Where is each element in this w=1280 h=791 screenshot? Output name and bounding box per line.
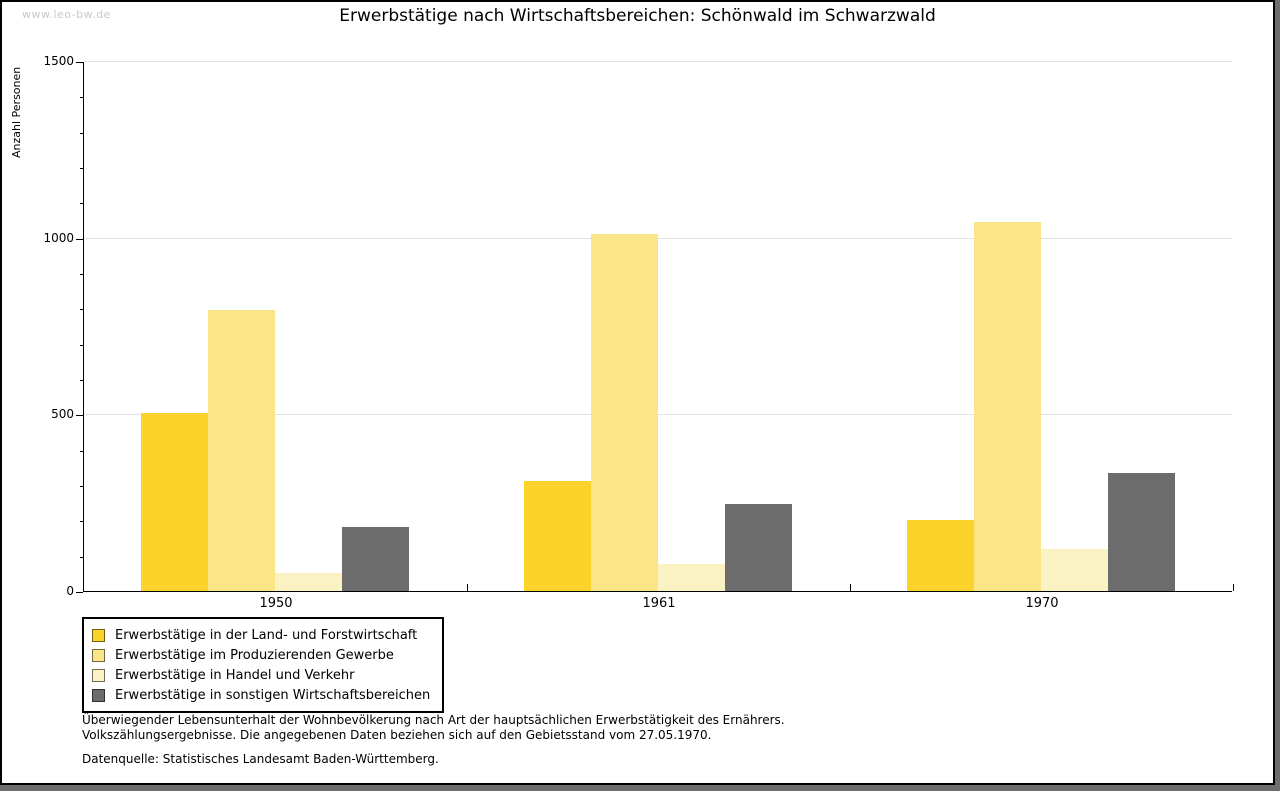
footnote-line-1: Überwiegender Lebensunterhalt der Wohnbe… — [82, 713, 785, 727]
legend-item-2: Erwerbstätige im Produzierenden Gewerbe — [92, 645, 430, 665]
y-tick-400 — [80, 450, 83, 452]
y-tick-0 — [76, 592, 83, 593]
bar-1950-series-3 — [275, 573, 342, 591]
y-tick-1000 — [76, 238, 83, 240]
y-tick-label-1500: 1500 — [43, 54, 74, 68]
y-tick-100 — [80, 556, 83, 558]
y-tick-300 — [80, 486, 83, 487]
legend-swatch-4 — [92, 688, 105, 702]
y-tick-700 — [80, 344, 83, 346]
bar-1961-series-2 — [591, 234, 658, 591]
y-tick-500 — [76, 415, 83, 417]
footnote-source: Datenquelle: Statistisches Landesamt Bad… — [82, 752, 439, 766]
bar-1950-series-1 — [141, 413, 208, 591]
legend-label-4: Erwerbstätige in sonstigen Wirtschaftsbe… — [115, 687, 431, 703]
gridline-500 — [84, 414, 1232, 416]
y-tick-1200 — [80, 168, 83, 169]
footnote-line-2: Volkszählungsergebnisse. Die angegebenen… — [82, 728, 712, 742]
y-tick-800 — [80, 309, 83, 311]
bar-1961-series-4 — [725, 504, 792, 591]
x-category-label-1950: 1950 — [259, 596, 293, 611]
bar-1950-series-4 — [342, 527, 409, 591]
bar-1950-series-2 — [208, 310, 275, 591]
gridline-1000 — [84, 237, 1232, 239]
y-tick-1500 — [76, 62, 83, 63]
legend-swatch-2 — [92, 648, 105, 662]
x-category-label-1961: 1961 — [642, 596, 676, 611]
legend-item-1: Erwerbstätige in der Land- und Forstwirt… — [92, 625, 430, 645]
y-tick-900 — [80, 274, 83, 275]
y-axis-title: Anzahl Personen — [10, 66, 23, 158]
legend: Erwerbstätige in der Land- und Forstwirt… — [82, 617, 445, 713]
legend-label-2: Erwerbstätige im Produzierenden Gewerbe — [115, 647, 394, 663]
bar-1970-series-4 — [1108, 473, 1175, 591]
x-tick-boundary-3 — [1233, 584, 1234, 591]
y-tick-1300 — [80, 132, 83, 134]
bar-1970-series-3 — [1041, 549, 1108, 591]
y-tick-label-0: 0 — [66, 584, 74, 598]
y-tick-1400 — [80, 97, 83, 99]
legend-item-3: Erwerbstätige in Handel und Verkehr — [92, 665, 430, 685]
legend-label-3: Erwerbstätige in Handel und Verkehr — [115, 667, 355, 683]
chart-title: Erwerbstätige nach Wirtschaftsbereichen:… — [339, 6, 936, 26]
footnotes: Überwiegender Lebensunterhalt der Wohnbe… — [82, 713, 785, 767]
legend-swatch-3 — [92, 668, 105, 682]
watermark: www.leo-bw.de — [22, 8, 111, 21]
legend-item-4: Erwerbstätige in sonstigen Wirtschaftsbe… — [92, 685, 430, 705]
y-tick-600 — [80, 380, 83, 381]
x-category-label-1970: 1970 — [1025, 596, 1059, 611]
x-tick-boundary-2 — [850, 584, 851, 591]
bar-1961-series-3 — [658, 564, 725, 591]
plot-area: 0 500 1000 1500 1950 1961 1970 — [43, 54, 1234, 611]
y-tick-200 — [80, 521, 83, 523]
bar-1970-series-2 — [974, 222, 1041, 591]
y-tick-label-500: 500 — [51, 407, 74, 422]
bar-1961-series-1 — [524, 481, 591, 591]
y-tick-1100 — [80, 203, 83, 205]
x-tick-boundary-1 — [467, 584, 468, 591]
bar-1970-series-1 — [907, 520, 974, 591]
legend-swatch-1 — [92, 628, 105, 642]
gridline-1500 — [84, 61, 1232, 62]
legend-label-1: Erwerbstätige in der Land- und Forstwirt… — [115, 627, 418, 643]
y-tick-label-1000: 1000 — [43, 230, 74, 245]
